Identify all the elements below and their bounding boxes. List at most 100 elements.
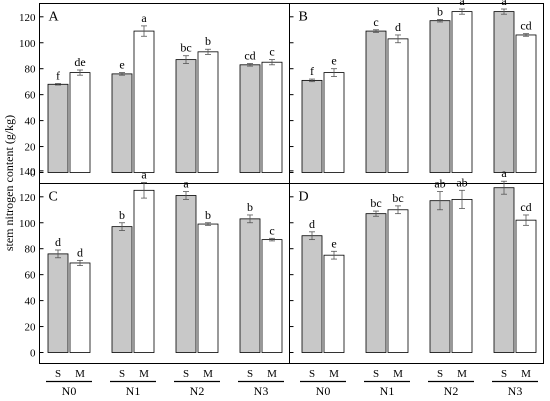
treatment-label: M [329, 368, 339, 380]
group-label: N2 [190, 384, 205, 398]
group-label: N3 [508, 384, 523, 398]
significance-letter: d [309, 217, 315, 231]
significance-letter: c [269, 223, 274, 237]
bar-m [515, 34, 537, 173]
significance-letter: f [56, 68, 60, 82]
y-tick-label: 80 [25, 244, 37, 256]
treatment-label: S [119, 368, 125, 380]
treatment-label: S [55, 368, 61, 380]
significance-letter: e [331, 236, 336, 250]
y-tick-label: 60 [25, 90, 37, 102]
bar-s [493, 11, 515, 173]
significance-letter: d [77, 245, 83, 259]
bar-m [69, 72, 91, 173]
bar-s [239, 64, 261, 173]
bar-m [451, 11, 473, 173]
treatment-label: S [437, 368, 443, 380]
significance-letter: f [310, 64, 314, 78]
bar-s [365, 30, 387, 173]
y-tick-label: 0 [30, 348, 36, 360]
significance-letter: d [395, 20, 401, 34]
group-label: N3 [254, 384, 269, 398]
significance-letter: a [183, 177, 189, 191]
treatment-label: S [247, 368, 253, 380]
bar-m [323, 254, 345, 353]
group-label: N1 [380, 384, 395, 398]
bar-m [387, 209, 409, 353]
y-tick-label: 120 [19, 12, 36, 24]
bar-s [111, 73, 133, 173]
significance-letter: c [373, 15, 378, 29]
panel-label: B [299, 10, 308, 25]
bar-s [175, 195, 197, 353]
significance-letter: cd [244, 49, 255, 63]
panel-label: A [49, 10, 60, 25]
y-tick-label: 140 [19, 166, 36, 178]
significance-letter: b [119, 208, 125, 222]
significance-letter: b [437, 4, 443, 18]
bar-s [239, 218, 261, 353]
significance-letter: b [205, 34, 211, 48]
treatment-label: M [75, 368, 85, 380]
significance-letter: c [269, 45, 274, 59]
bar-m [451, 198, 473, 353]
significance-letter: b [205, 208, 211, 222]
bar-s [365, 213, 387, 353]
treatment-label: M [139, 368, 149, 380]
bar-m [323, 72, 345, 173]
panel-label: D [299, 190, 309, 205]
treatment-label: S [373, 368, 379, 380]
bar-s [47, 83, 69, 173]
significance-letter: b [247, 200, 253, 214]
significance-letter: d [55, 235, 61, 249]
panel-frame [289, 183, 544, 364]
y-tick-label: 40 [25, 116, 37, 128]
bar-s [175, 59, 197, 173]
bar-m [387, 38, 409, 173]
treatment-label: M [393, 368, 403, 380]
treatment-label: M [203, 368, 213, 380]
panel-label: C [49, 190, 58, 205]
y-tick-label: 100 [19, 218, 36, 230]
bar-s [111, 226, 133, 353]
bar-s [493, 187, 515, 353]
bar-s [47, 253, 69, 353]
significance-letter: cd [520, 200, 531, 214]
treatment-label: M [521, 368, 531, 380]
group-label: N1 [126, 384, 141, 398]
bar-s [429, 200, 451, 353]
group-label: N2 [444, 384, 459, 398]
y-tick-label: 0 [30, 168, 36, 180]
y-tick-label: 20 [25, 322, 37, 334]
bar-m [261, 61, 283, 173]
bar-s [301, 235, 323, 353]
y-tick-label: 60 [25, 270, 37, 282]
y-tick-label: 40 [25, 296, 37, 308]
treatment-label: S [501, 368, 507, 380]
significance-letter: ab [434, 177, 445, 191]
significance-letter: a [501, 0, 507, 8]
significance-letter: a [501, 166, 507, 180]
significance-letter: cd [520, 19, 531, 33]
significance-letter: a [141, 11, 147, 25]
group-label: N0 [316, 384, 331, 398]
bar-m [261, 239, 283, 353]
bar-s [429, 20, 451, 173]
y-tick-label: 100 [19, 38, 36, 50]
treatment-label: S [309, 368, 315, 380]
treatment-label: M [267, 368, 277, 380]
y-tick-label: 80 [25, 64, 37, 76]
significance-letter: bc [370, 196, 381, 210]
y-axis-label: stem nitrogen content (g/kg) [2, 115, 16, 251]
significance-letter: ab [456, 175, 467, 189]
significance-letter: a [459, 0, 465, 8]
bar-s [301, 79, 323, 173]
bar-m [69, 262, 91, 353]
treatment-label: S [183, 368, 189, 380]
significance-letter: e [331, 54, 336, 68]
y-tick-label: 20 [25, 142, 37, 154]
y-tick-label: 120 [19, 192, 36, 204]
bar-m [515, 219, 537, 353]
significance-letter: de [74, 55, 85, 69]
